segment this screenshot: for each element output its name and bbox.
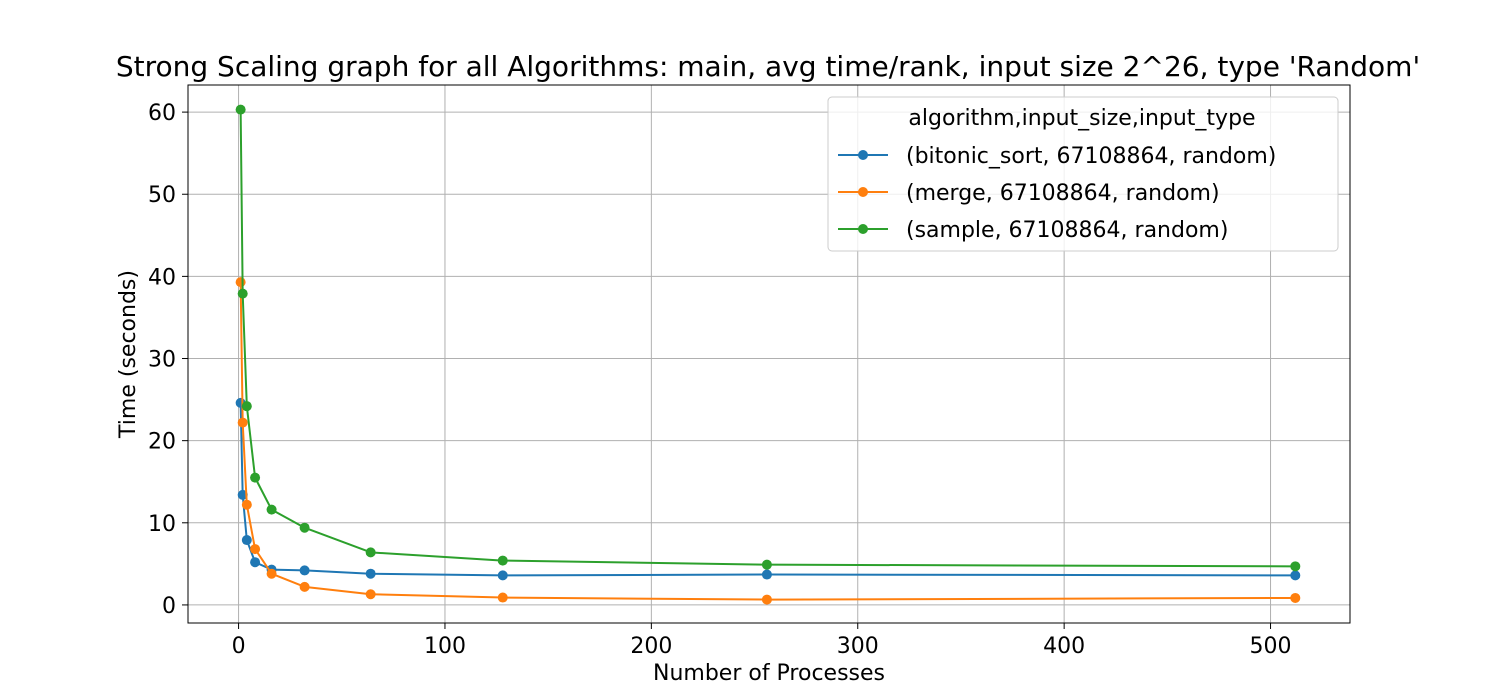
data-point (299, 565, 310, 576)
legend-label: (sample, 67108864, random) (906, 218, 1228, 243)
data-point (250, 544, 261, 555)
legend-entry: (sample, 67108864, random) (838, 218, 1228, 243)
data-point (299, 581, 310, 592)
x-tick-label: 300 (837, 634, 879, 659)
x-tick-label: 0 (232, 634, 246, 659)
y-tick-label: 60 (148, 101, 176, 126)
series-1 (235, 277, 1301, 605)
series-2 (235, 104, 1301, 572)
series-line (239, 282, 1296, 601)
legend-marker (858, 224, 868, 234)
data-point (497, 592, 508, 603)
series-line (239, 402, 1296, 577)
data-point (497, 570, 508, 581)
data-point (241, 499, 252, 510)
y-tick-label: 40 (148, 265, 176, 290)
data-point (235, 104, 246, 115)
data-point (241, 401, 252, 412)
legend-marker (858, 150, 868, 160)
legend-entries: (bitonic_sort, 67108864, random) (merge, … (838, 144, 1276, 243)
chart-title: Strong Scaling graph for all Algorithms:… (116, 50, 1420, 83)
series-line (239, 109, 1296, 568)
data-point (1290, 592, 1301, 603)
data-point (250, 472, 261, 483)
data-point (365, 589, 376, 600)
plot-frame (187, 84, 1351, 624)
data-point (235, 277, 246, 288)
legend-title: algorithm,input_size,input_type (908, 106, 1255, 131)
data-point (299, 522, 310, 533)
data-point (365, 568, 376, 579)
axis-ticks: 0 100 200 300 400 500 0 10 20 30 40 50 60 (148, 101, 1292, 659)
data-point (250, 557, 261, 568)
data-point (266, 568, 277, 579)
data-point (266, 504, 277, 515)
legend-entry: (merge, 67108864, random) (838, 181, 1220, 206)
plot-series (235, 104, 1301, 605)
data-point (497, 555, 508, 566)
data-point (365, 547, 376, 558)
data-point (761, 569, 772, 580)
x-tick-label: 200 (630, 634, 672, 659)
data-point (1290, 561, 1301, 572)
data-point (237, 288, 248, 299)
legend: algorithm,input_size,input_type (bitonic… (827, 96, 1339, 252)
y-tick-label: 20 (148, 430, 176, 455)
x-tick-label: 100 (424, 634, 466, 659)
y-tick-label: 0 (162, 594, 176, 619)
data-point (237, 489, 248, 500)
data-point (241, 535, 252, 546)
x-tick-label: 500 (1250, 634, 1292, 659)
x-axis-title: Number of Processes (653, 661, 885, 686)
y-tick-label: 10 (148, 512, 176, 537)
data-point (761, 594, 772, 605)
y-tick-label: 30 (148, 348, 176, 373)
legend-label: (bitonic_sort, 67108864, random) (906, 144, 1276, 169)
y-tick-label: 50 (148, 183, 176, 208)
legend-box (827, 96, 1339, 252)
legend-marker (858, 187, 868, 197)
data-point (1290, 570, 1301, 581)
legend-label: (merge, 67108864, random) (906, 181, 1220, 206)
data-point (761, 559, 772, 570)
legend-entry: (bitonic_sort, 67108864, random) (838, 144, 1276, 169)
y-axis-title: Time (seconds) (116, 270, 141, 439)
data-point (237, 417, 248, 428)
x-tick-label: 400 (1043, 634, 1085, 659)
